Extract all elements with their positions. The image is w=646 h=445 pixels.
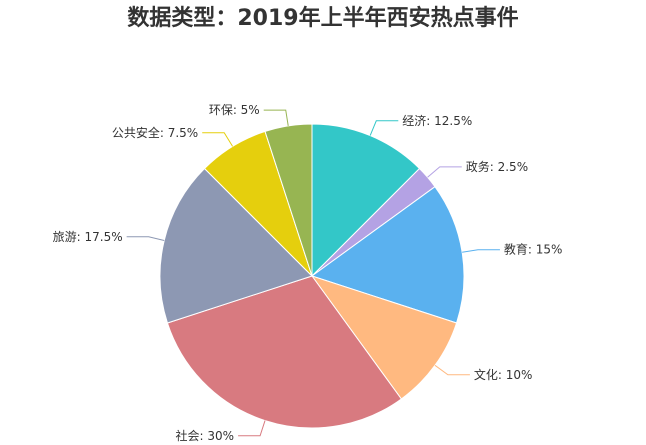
pie-slice-2[interactable]: [310, 185, 465, 324]
slice-label-7: 环保: 5%: [209, 103, 260, 117]
leader-line-3: [434, 364, 470, 376]
leader-line-1: [427, 166, 462, 178]
chart-title: 数据类型：2019年上半年西安热点事件: [127, 6, 519, 31]
leader-line-4: [238, 420, 266, 437]
pie-slice-5[interactable]: [159, 167, 313, 324]
pie-slice-4[interactable]: [166, 275, 403, 429]
slice-label-1: 政务: 2.5%: [466, 159, 528, 174]
slice-label-0: 经济: 12.5%: [402, 113, 472, 128]
slice-label-6: 公共安全: 7.5%: [112, 125, 198, 140]
leaders-layer: [126, 109, 500, 437]
leader-line-6: [202, 132, 234, 147]
leader-line-5: [126, 236, 165, 242]
slice-label-3: 文化: 10%: [474, 367, 533, 382]
slice-label-2: 教育: 15%: [504, 242, 563, 257]
slice-label-5: 旅游: 17.5%: [53, 230, 123, 244]
slices-layer: [159, 123, 465, 429]
pie-slice-7[interactable]: [264, 123, 313, 277]
labels-layer: 经济: 12.5% 政务: 2.5% 教育: 15% 文化: 10% 社会: 30% 旅游…: [53, 103, 563, 443]
leader-line-2: [462, 249, 500, 253]
leader-line-0: [369, 120, 399, 136]
leader-line-7: [263, 109, 289, 126]
slice-label-4: 社会: 30%: [176, 428, 235, 443]
pie-slice-0[interactable]: [311, 123, 421, 278]
